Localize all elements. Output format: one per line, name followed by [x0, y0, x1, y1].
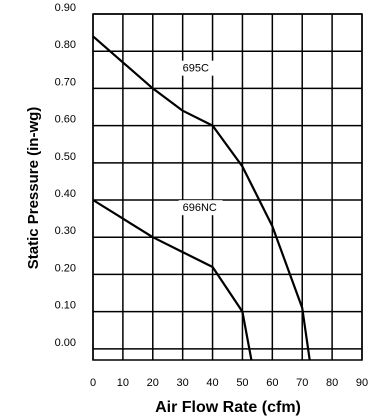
- series-lines: 695C 696NC: [92, 35, 311, 361]
- series-line-695c: [92, 35, 311, 361]
- y-tick-label: 0.00: [55, 337, 76, 349]
- series-label-695c: 695C: [183, 63, 209, 75]
- x-tick-labels: 0 10 20 30 40 50 60 70 80 90: [90, 377, 368, 389]
- y-tick-label: 0.50: [55, 151, 76, 163]
- x-tick-label: 80: [326, 377, 338, 389]
- y-tick-labels: 0.90 0.80 0.70 0.60 0.50 0.40 0.30 0.20 0.10 0.00: [55, 2, 76, 349]
- x-tick-label: 10: [117, 377, 129, 389]
- x-tick-label: 0: [90, 377, 96, 389]
- series-label-background: [178, 60, 223, 76]
- y-axis-title: Static Pressure (in-wg): [25, 107, 42, 270]
- x-tick-label: 50: [236, 377, 248, 389]
- x-tick-label: 40: [206, 377, 218, 389]
- grid: [92, 13, 363, 361]
- y-tick-label: 0.60: [55, 114, 76, 126]
- x-tick-label: 30: [177, 377, 189, 389]
- y-tick-label: 0.80: [55, 39, 76, 51]
- y-tick-label: 0.20: [55, 262, 76, 274]
- x-tick-label: 20: [147, 377, 159, 389]
- series-label-696nc: 696NC: [183, 202, 217, 214]
- x-tick-label: 90: [356, 377, 368, 389]
- series-line-696nc: [92, 199, 253, 361]
- y-tick-label: 0.70: [55, 76, 76, 88]
- y-tick-label: 0.90: [55, 2, 76, 14]
- series-label-background: [178, 200, 223, 216]
- y-tick-label: 0.30: [55, 225, 76, 237]
- plot-frame: [92, 13, 363, 361]
- x-axis-title: Air Flow Rate (cfm): [155, 399, 301, 416]
- x-tick-label: 70: [296, 377, 308, 389]
- x-tick-label: 60: [266, 377, 278, 389]
- y-tick-label: 0.40: [55, 188, 76, 200]
- y-tick-label: 0.10: [55, 300, 76, 312]
